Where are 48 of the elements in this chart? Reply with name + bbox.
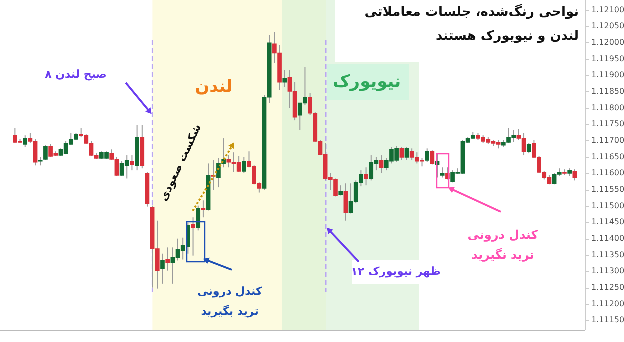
y-tick-label: 1.11950 <box>592 54 624 64</box>
candlestick <box>23 135 28 148</box>
y-tick-label: 1.11800 <box>592 103 624 112</box>
y-tick-label: 1.12100 <box>592 5 624 14</box>
candlestick <box>338 185 343 196</box>
candlestick <box>430 150 435 166</box>
candlestick <box>364 167 368 186</box>
y-tick-label: 1.11600 <box>592 168 624 178</box>
candlestick <box>440 167 445 178</box>
annotation: ۸ صبح لندن <box>45 68 107 81</box>
y-tick-label: 1.11250 <box>592 283 624 292</box>
y-tick-label: 1.11200 <box>592 299 624 308</box>
y-tick-label: 1.12000 <box>592 38 624 47</box>
candlestick <box>160 253 165 284</box>
candlestick <box>400 146 404 161</box>
y-tick-label: 1.11300 <box>592 266 624 276</box>
annotation: ۱۲ ظهر نیویورک <box>351 265 441 278</box>
text: نواحی رنگ‌شده، جلسات معاملاتی لندن و نیویورک هستند <box>364 4 579 44</box>
y-tick-label: 1.11550 <box>592 185 624 194</box>
y-tick-label: 1.11700 <box>592 136 624 145</box>
candlestick <box>404 146 410 161</box>
candlestick <box>425 148 430 163</box>
candlestick <box>191 217 196 256</box>
candlestick <box>282 70 288 88</box>
annotation: کندل درونی ترید نگیرید <box>468 228 538 262</box>
candlestick <box>572 169 578 182</box>
candlestick <box>344 183 348 222</box>
y-tick-label: 1.11500 <box>592 201 624 210</box>
candlestick <box>44 144 48 161</box>
annotation: کندل درونی ترید بگیرید <box>198 285 263 318</box>
y-tick-label: 1.12050 <box>592 22 624 31</box>
y-tick-label: 1.11850 <box>592 86 624 96</box>
annotation: لندن <box>195 77 233 97</box>
y-tick-label: 1.11650 <box>592 152 624 162</box>
candlestick <box>379 155 384 174</box>
annotation: شکست صعودی <box>157 122 204 204</box>
y-tick-label: 1.11750 <box>592 120 624 129</box>
y-tick-label: 1.11450 <box>592 218 624 227</box>
candlestick <box>166 247 170 272</box>
candlestick <box>130 155 134 172</box>
y-tick-label: 1.11150 <box>592 316 624 325</box>
candlestick <box>242 156 246 174</box>
candlestick <box>526 142 532 154</box>
y-tick-label: 1.11900 <box>592 70 624 80</box>
candlestick <box>196 205 201 232</box>
y-tick-label: 1.11400 <box>592 234 624 244</box>
y-tick-label: 1.11350 <box>592 250 624 260</box>
annotation: نیویورک <box>332 72 402 92</box>
